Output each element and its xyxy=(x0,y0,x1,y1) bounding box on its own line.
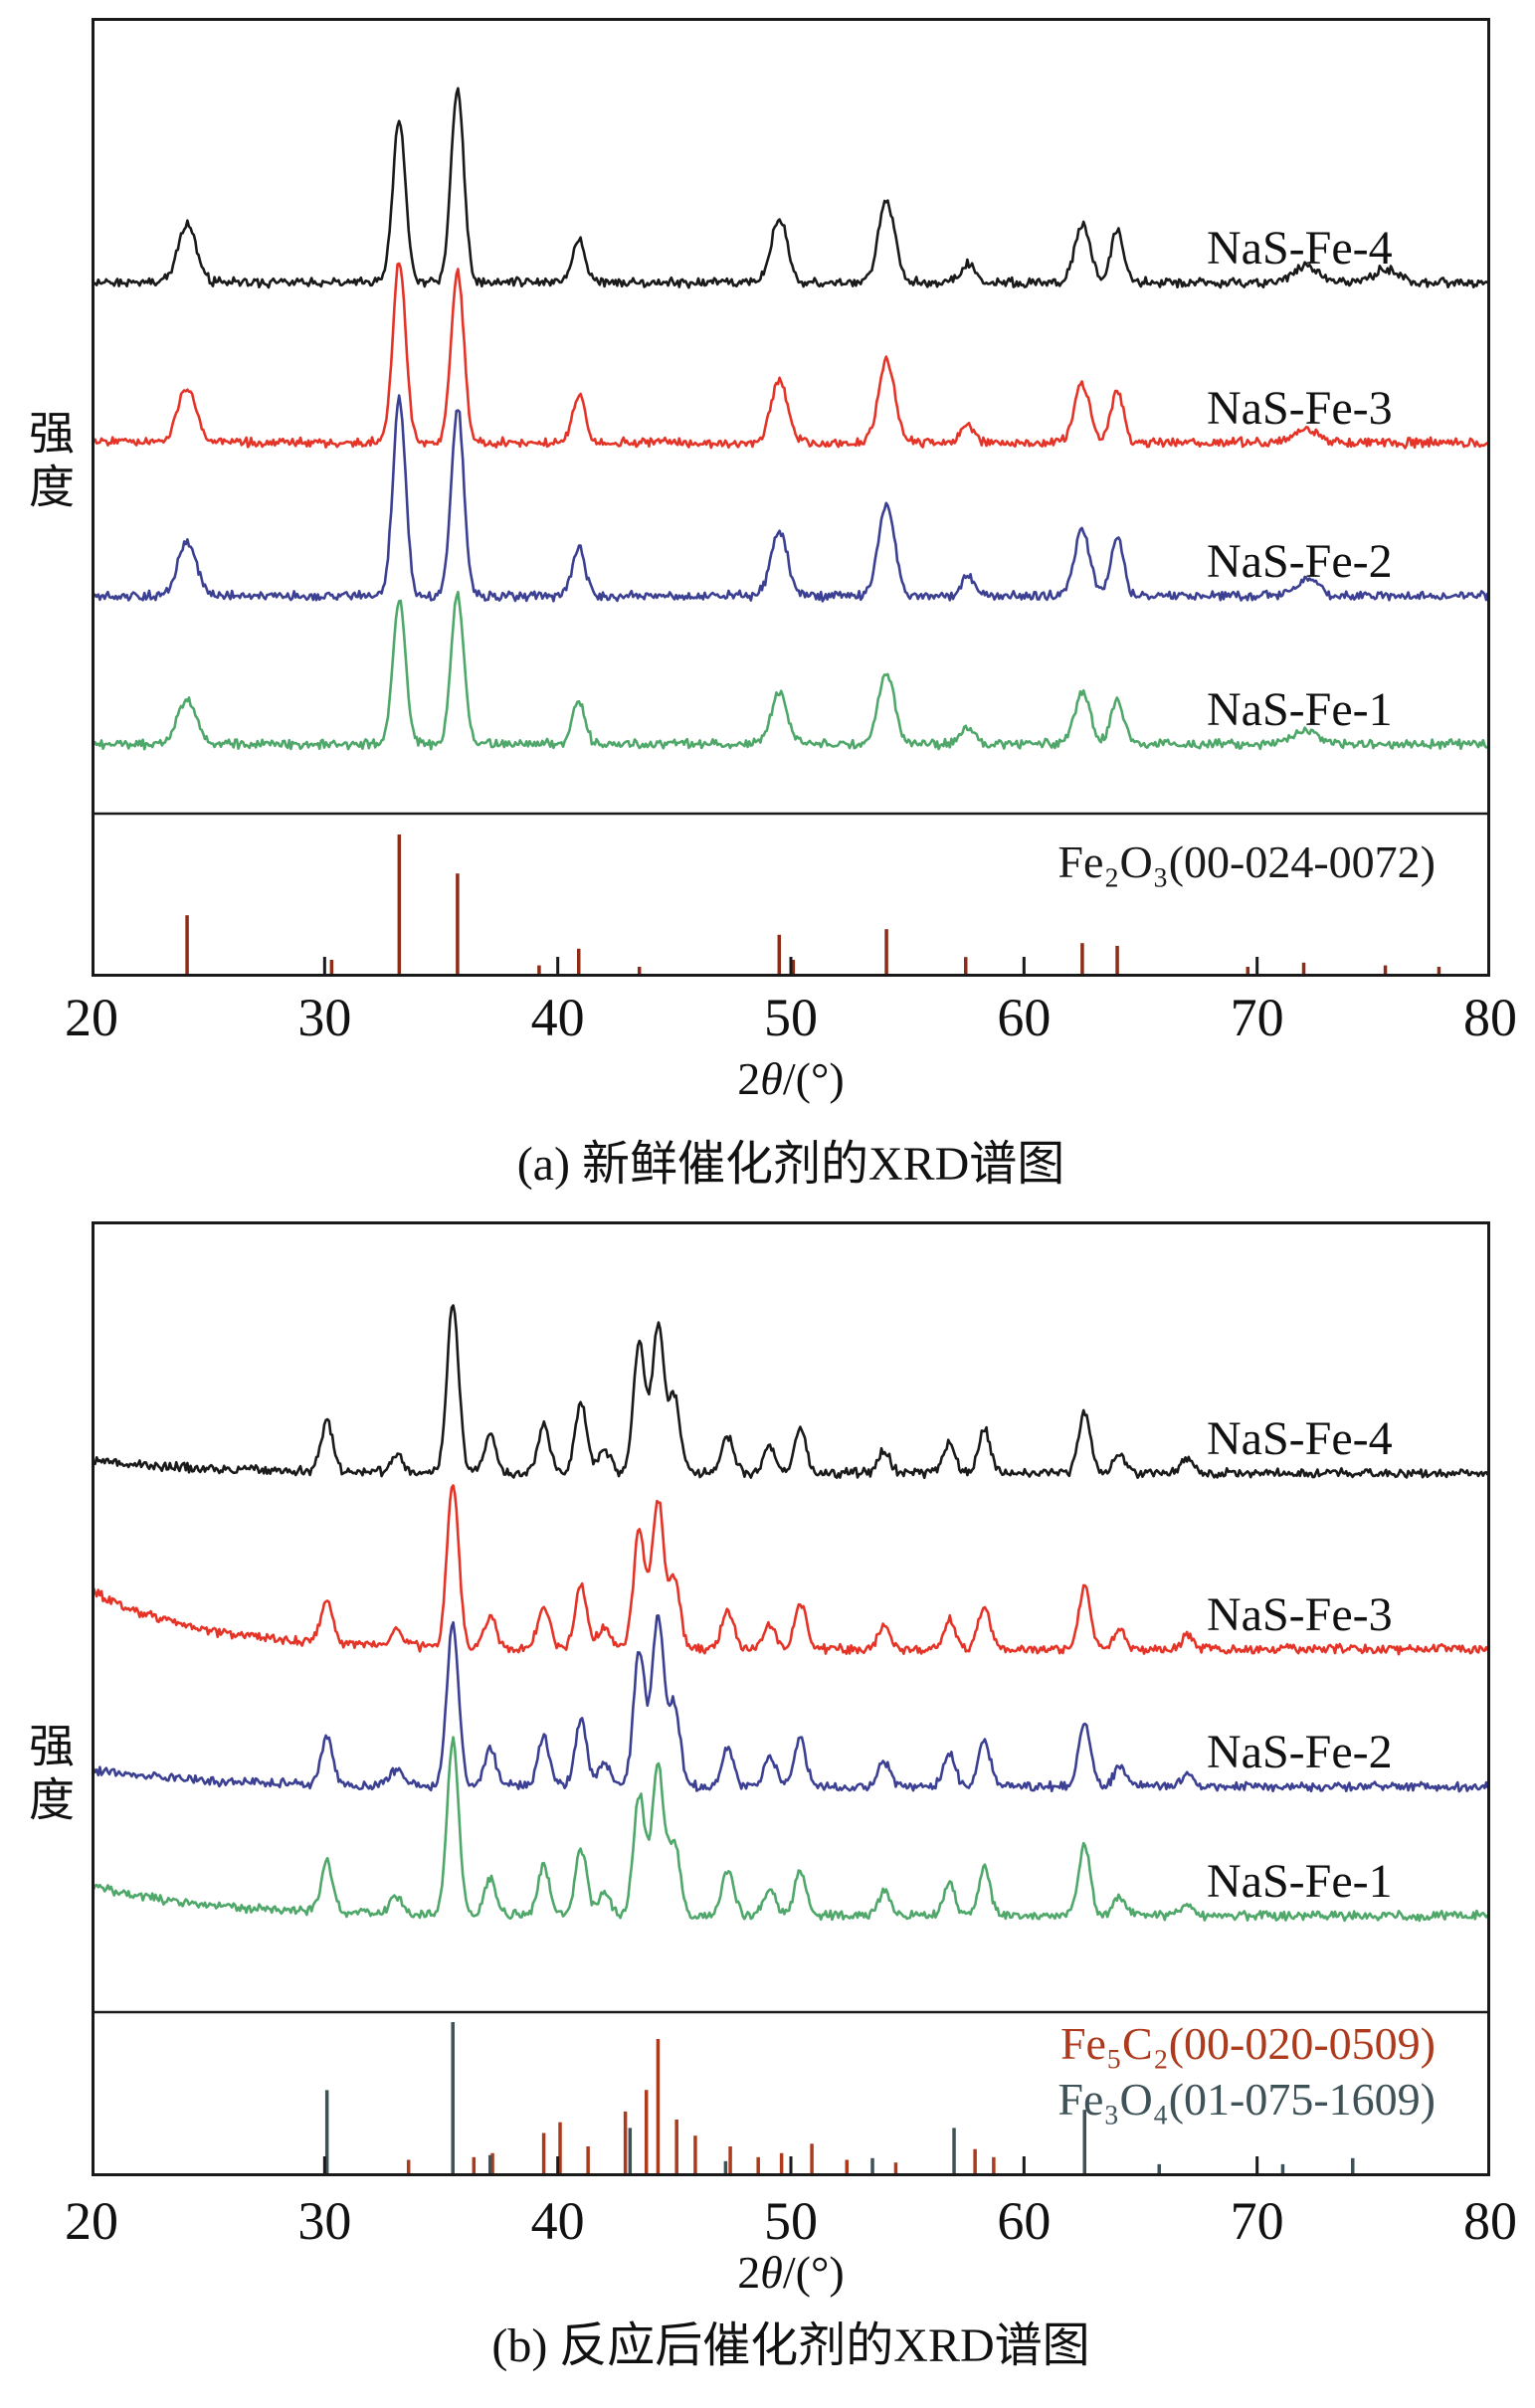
xrd-trace-NaS-Fe-4 xyxy=(93,87,1489,289)
series-label-nas-fe-4: NaS-Fe-4 xyxy=(1207,1412,1393,1465)
xrd-trace-NaS-Fe-1 xyxy=(92,1736,1489,1923)
xrd-trace-NaS-Fe-2 xyxy=(92,1614,1489,1793)
x-tick-label: 60 xyxy=(997,988,1052,1047)
xrd-trace-NaS-Fe-3 xyxy=(92,262,1489,450)
reference-label-fe3o4: Fe₃O₄(01-075-1609) xyxy=(1057,2074,1436,2125)
x-tick-label: 40 xyxy=(530,988,585,1047)
x-tick-label: 80 xyxy=(1463,988,1517,1047)
x-tick-label: 50 xyxy=(764,988,818,1047)
x-axis-label-pre: 2 xyxy=(737,1053,761,1104)
xrd-trace-NaS-Fe-3 xyxy=(92,1484,1489,1656)
x-axis-tick-labels: 20 30 40 50 60 70 80 xyxy=(0,987,1535,1050)
x-tick-label: 30 xyxy=(297,988,352,1047)
x-tick-label: 70 xyxy=(1230,988,1284,1047)
reference-sticks-1 xyxy=(324,2022,1355,2173)
y-axis-label: 强度 xyxy=(23,409,74,516)
x-axis-label-post: /(°) xyxy=(782,1053,845,1104)
xrd-chart-spent-svg xyxy=(92,1221,1490,2176)
series-label-nas-fe-1: NaS-Fe-1 xyxy=(1207,683,1393,736)
x-tick-label: 40 xyxy=(530,2191,585,2251)
reference-label-fe5c2: Fe₅C₂(00-020-0509) xyxy=(1059,2018,1436,2069)
theta-symbol: θ xyxy=(760,1053,783,1104)
series-label-nas-fe-1: NaS-Fe-1 xyxy=(1207,1855,1393,1908)
reference-sticks-0 xyxy=(406,2039,996,2173)
plot-border xyxy=(92,1221,1490,2176)
y-axis-label: 强度 xyxy=(23,1722,74,1829)
x-tick-label: 20 xyxy=(65,988,118,1047)
panel-a-caption: (a) 新鲜催化剂的XRD谱图 xyxy=(516,1138,1065,1191)
x-axis-tick-labels: 20 30 40 50 60 70 80 xyxy=(0,2190,1535,2254)
series-label-nas-fe-2: NaS-Fe-2 xyxy=(1207,535,1393,588)
x-axis-label-pre: 2 xyxy=(737,2247,761,2298)
reference-label-fe2o3: Fe₂O₃(00-024-0072) xyxy=(1057,836,1436,887)
series-label-nas-fe-3: NaS-Fe-3 xyxy=(1207,382,1393,435)
x-tick-label: 60 xyxy=(997,2191,1052,2251)
xrd-trace-NaS-Fe-2 xyxy=(92,394,1489,603)
x-tick-label: 70 xyxy=(1230,2191,1284,2251)
x-axis-label: 2θ/(°) xyxy=(92,2246,1490,2299)
reference-sticks-0 xyxy=(185,834,1441,974)
series-label-nas-fe-3: NaS-Fe-3 xyxy=(1207,1588,1393,1641)
x-axis-label: 2θ/(°) xyxy=(92,1052,1490,1105)
series-label-nas-fe-4: NaS-Fe-4 xyxy=(1207,222,1393,275)
x-axis-label-post: /(°) xyxy=(782,2247,845,2298)
xrd-trace-NaS-Fe-4 xyxy=(93,1304,1489,1480)
x-tick-label: 30 xyxy=(297,2191,352,2251)
xrd-trace-NaS-Fe-1 xyxy=(92,590,1488,751)
panel-b-caption: (b) 反应后催化剂的XRD谱图 xyxy=(491,2319,1090,2372)
x-tick-label: 20 xyxy=(65,2191,118,2251)
plot-border xyxy=(92,18,1490,977)
x-tick-label: 50 xyxy=(764,2191,818,2251)
xrd-chart-fresh-svg xyxy=(92,18,1490,977)
series-label-nas-fe-2: NaS-Fe-2 xyxy=(1207,1726,1393,1778)
x-tick-label: 80 xyxy=(1463,2191,1517,2251)
theta-symbol: θ xyxy=(760,2247,783,2298)
